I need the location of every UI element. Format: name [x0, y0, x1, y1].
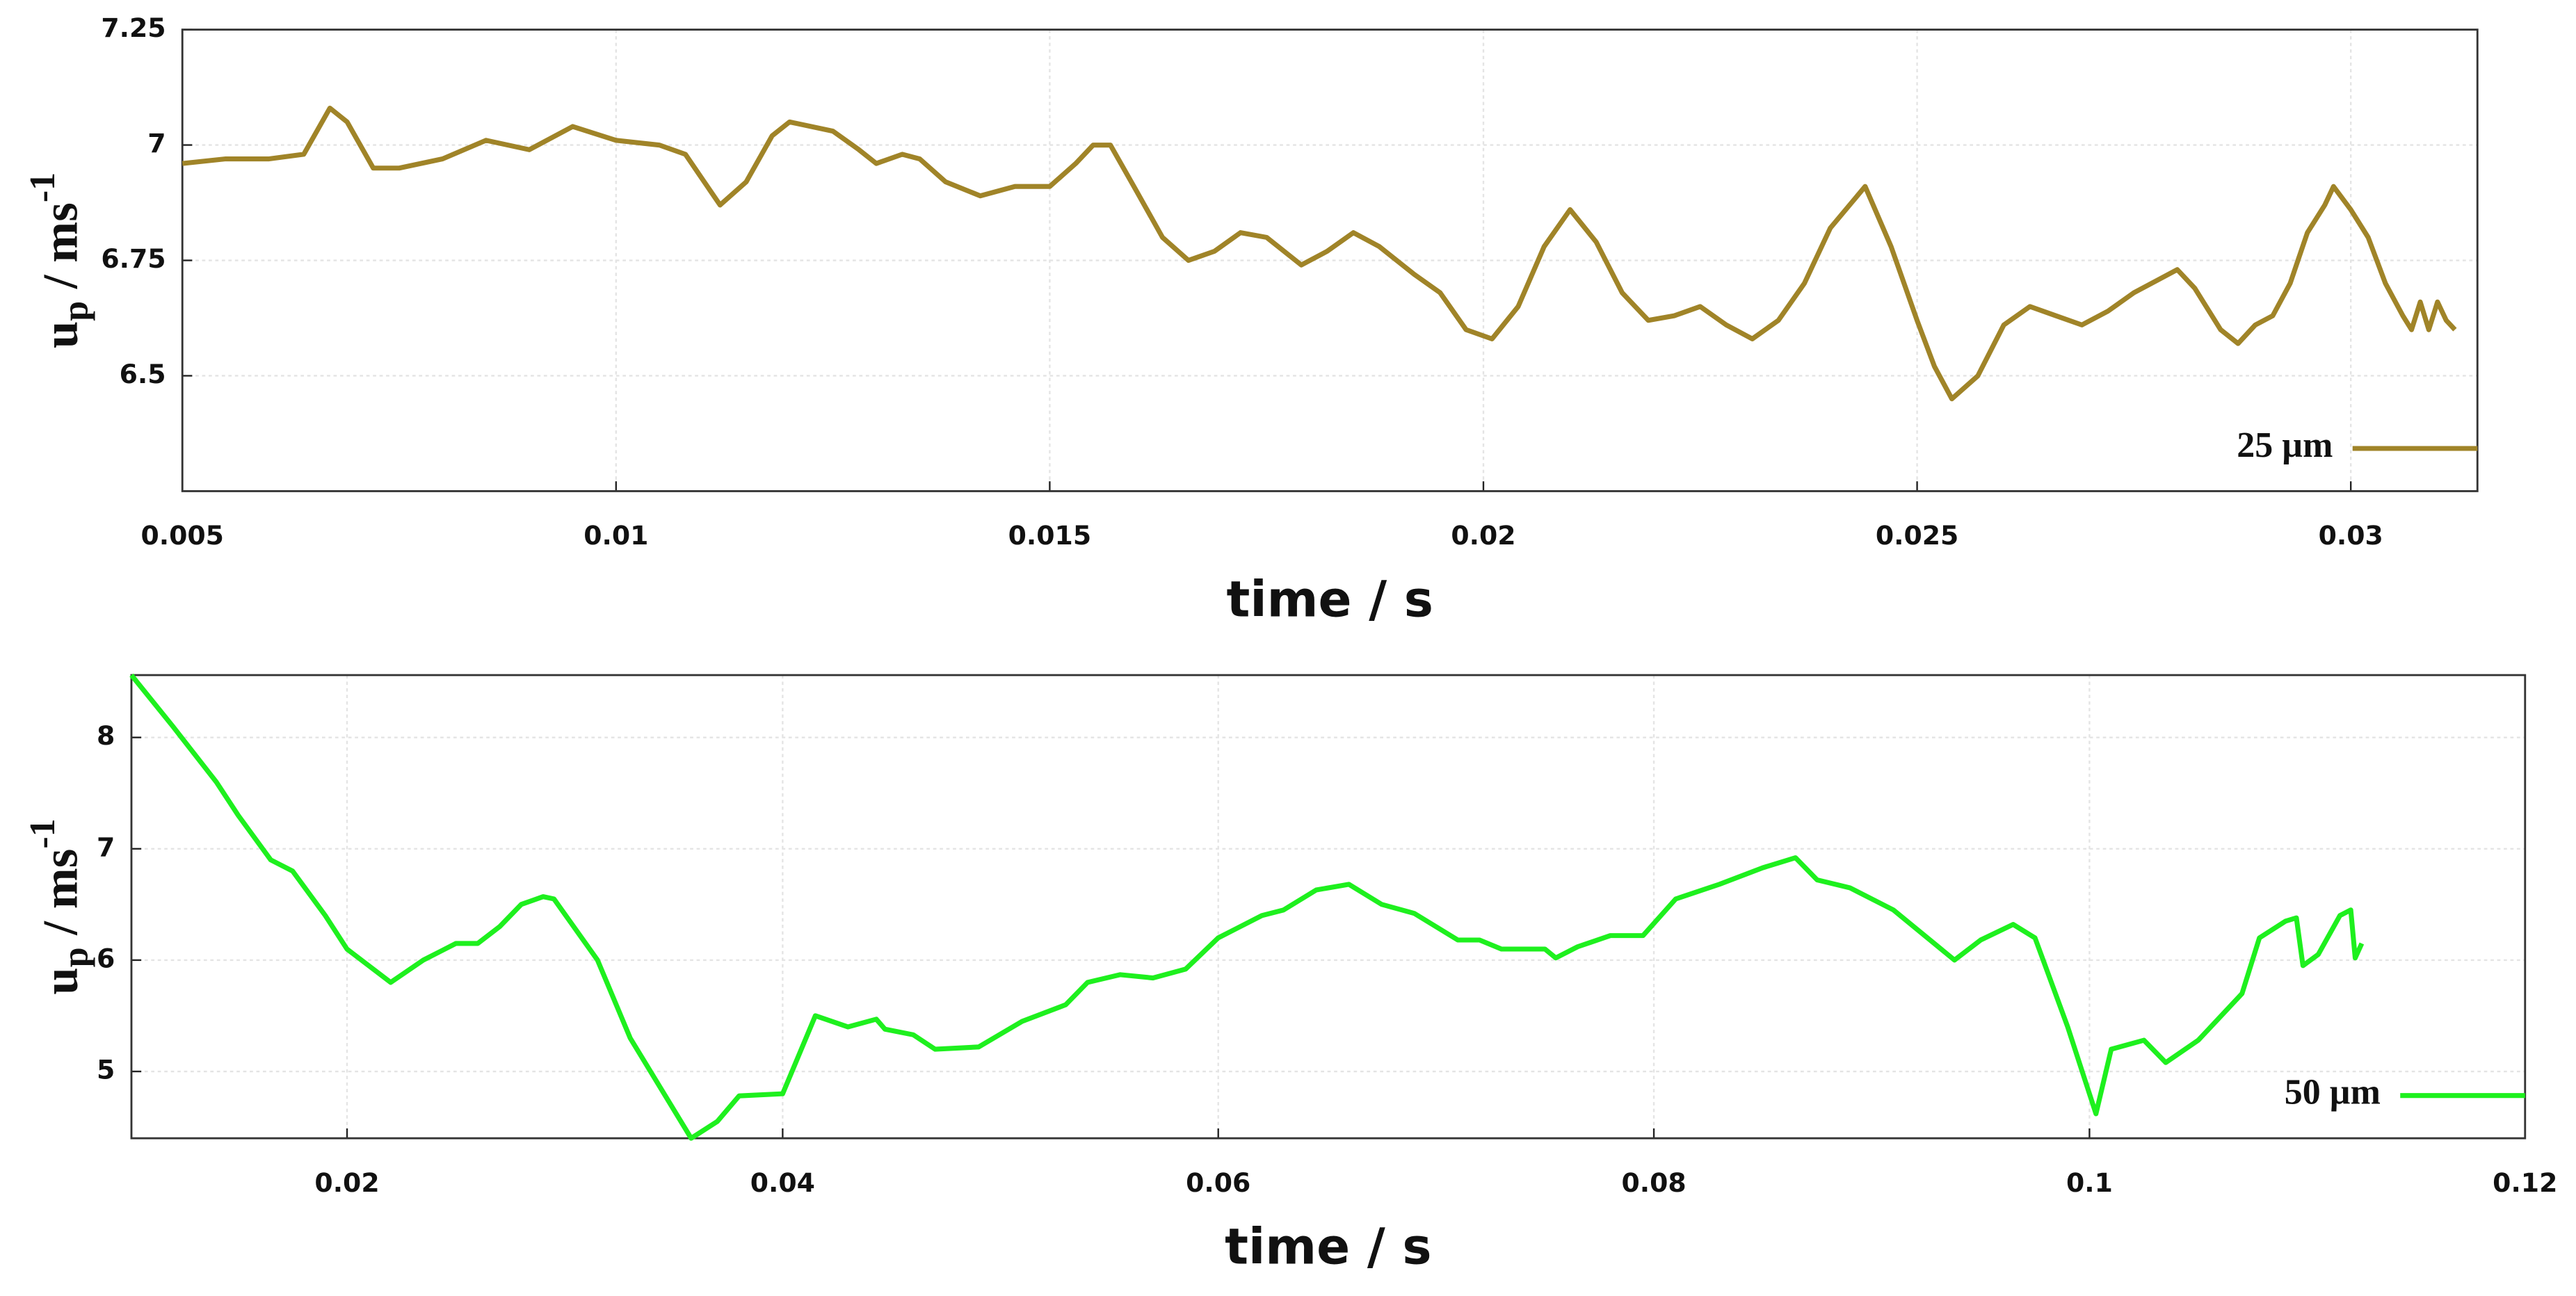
y-axis-label: up / ms-1 [23, 818, 95, 994]
y-label-sup: -1 [23, 818, 63, 848]
x-axis-label: time / s [1227, 571, 1433, 629]
y-tick-label: 7 [147, 128, 166, 159]
x-tick-label: 0.005 [140, 520, 224, 551]
x-tick-label: 0.08 [1621, 1167, 1686, 1198]
y-tick-label: 6.75 [101, 243, 166, 274]
y-label-base: u [34, 967, 88, 994]
legend-label: 25 µm [2237, 426, 2333, 465]
y-label-sup: -1 [23, 172, 63, 202]
legend-label: 50 µm [2285, 1073, 2381, 1112]
x-tick-label: 0.025 [1876, 520, 1959, 551]
data-line [182, 105, 2457, 402]
x-tick-label: 0.04 [750, 1167, 815, 1198]
y-label-unit: / ms [34, 202, 88, 301]
x-tick-label: 0.02 [314, 1167, 379, 1198]
y-label-sub: p [56, 947, 95, 967]
x-tick-label: 0.02 [1451, 520, 1515, 551]
y-tick-label: 7.25 [101, 13, 166, 43]
y-tick-label: 6 [97, 943, 115, 973]
y-label-unit: / ms [34, 849, 88, 948]
x-tick-label: 0.015 [1008, 520, 1092, 551]
x-tick-label: 0.12 [2493, 1167, 2557, 1198]
x-tick-label: 0.06 [1186, 1167, 1250, 1198]
y-label-base: u [34, 321, 88, 348]
y-tick-label: 7 [97, 832, 115, 862]
data-line [129, 673, 2365, 1141]
x-axis-label: time / s [1225, 1217, 1431, 1275]
plot-frame [181, 29, 2479, 492]
x-tick-label: 0.03 [2319, 520, 2383, 551]
y-axis-label: up / ms-1 [23, 172, 95, 348]
y-tick-label: 5 [97, 1055, 115, 1085]
x-tick-label: 0.01 [583, 520, 648, 551]
y-tick-label: 8 [97, 720, 115, 751]
plot-frame [130, 674, 2527, 1140]
y-tick-label: 6.5 [120, 359, 166, 389]
y-label-sub: p [56, 301, 95, 321]
x-tick-label: 0.1 [2066, 1167, 2113, 1198]
